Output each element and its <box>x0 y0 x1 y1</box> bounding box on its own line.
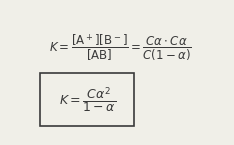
FancyBboxPatch shape <box>40 73 134 126</box>
Text: $\mathit{K} = \dfrac{C\alpha^2}{1-\alpha}$: $\mathit{K} = \dfrac{C\alpha^2}{1-\alpha… <box>59 85 116 115</box>
Text: $\mathit{K} = \dfrac{[\mathrm{A}^+][\mathrm{B}^-]}{[\mathrm{AB}]} = \dfrac{C\alp: $\mathit{K} = \dfrac{[\mathrm{A}^+][\mat… <box>49 32 191 63</box>
